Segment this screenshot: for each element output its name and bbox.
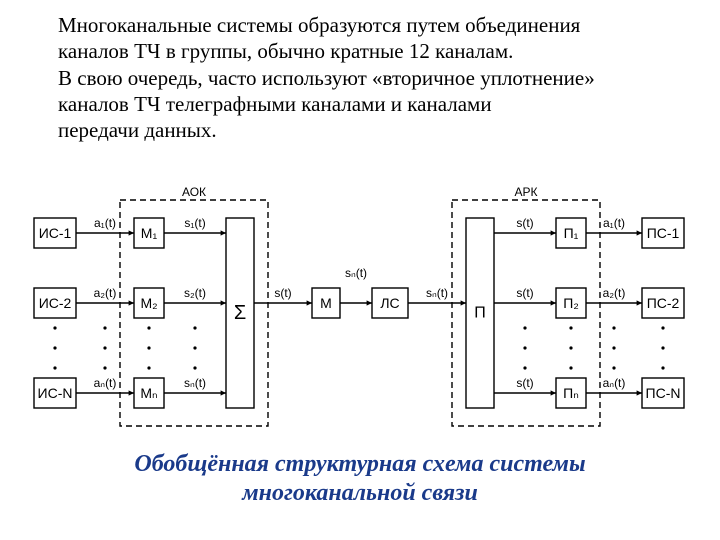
- svg-text:a₂(t): a₂(t): [603, 286, 626, 300]
- svg-text:Σ: Σ: [234, 302, 246, 324]
- svg-text:s₂(t): s₂(t): [184, 286, 206, 300]
- svg-text:ПС-N: ПС-N: [646, 385, 681, 401]
- svg-text:М: М: [320, 295, 332, 311]
- block-diagram: ИС-1 ИС-2 ИС-N М₁ М₂ Мₙ a₁(t) a₂(t) aₙ(t) Σs₁(t) s…: [30, 178, 690, 438]
- svg-text:П₁: П₁: [564, 225, 579, 241]
- svg-text:s(t): s(t): [274, 286, 291, 300]
- svg-text:aₙ(t): aₙ(t): [94, 376, 117, 390]
- svg-text:АРК: АРК: [515, 185, 538, 199]
- svg-text:Пₙ: Пₙ: [563, 385, 579, 401]
- svg-text:sₙ(t): sₙ(t): [184, 376, 206, 390]
- svg-text:ЛС: ЛС: [380, 295, 399, 311]
- svg-text:s₁(t): s₁(t): [184, 216, 205, 230]
- para-l4: каналов ТЧ телеграфными каналами и канал…: [58, 92, 492, 116]
- svg-text:ИС-1: ИС-1: [39, 225, 72, 241]
- svg-text:s(t): s(t): [516, 216, 533, 230]
- svg-text:a₁(t): a₁(t): [603, 216, 625, 230]
- svg-text:Мₙ: Мₙ: [140, 385, 157, 401]
- para-l3: В свою очередь, часто используют «вторич…: [58, 66, 595, 90]
- svg-text:s(t): s(t): [516, 286, 533, 300]
- para-l2: каналов ТЧ в группы, обычно кратные 12 к…: [58, 39, 513, 63]
- svg-text:ПС-1: ПС-1: [647, 225, 680, 241]
- intro-paragraph: Многоканальные системы образуются путем …: [58, 12, 678, 143]
- svg-text:ИС-2: ИС-2: [39, 295, 72, 311]
- svg-text:П: П: [474, 305, 486, 322]
- svg-text:ИС-N: ИС-N: [38, 385, 73, 401]
- svg-text:sₙ(t): sₙ(t): [426, 286, 448, 300]
- svg-text:М₁: М₁: [141, 225, 158, 241]
- svg-text:sₙ(t): sₙ(t): [345, 266, 367, 280]
- svg-text:АОК: АОК: [182, 185, 206, 199]
- para-l5: передачи данных.: [58, 118, 217, 142]
- svg-text:aₙ(t): aₙ(t): [603, 376, 626, 390]
- svg-text:М₂: М₂: [140, 295, 157, 311]
- svg-text:a₂(t): a₂(t): [94, 286, 117, 300]
- caption-l2: многоканальной связи: [242, 480, 478, 506]
- svg-text:П₂: П₂: [563, 295, 579, 311]
- svg-text:s(t): s(t): [516, 376, 533, 390]
- caption-l1: Обобщённая структурная схема системы: [134, 451, 585, 477]
- figure-caption: Обобщённая структурная схема системы мно…: [0, 450, 720, 508]
- para-l1: Многоканальные системы образуются путем …: [58, 13, 580, 37]
- svg-text:ПС-2: ПС-2: [647, 295, 680, 311]
- svg-text:a₁(t): a₁(t): [94, 216, 116, 230]
